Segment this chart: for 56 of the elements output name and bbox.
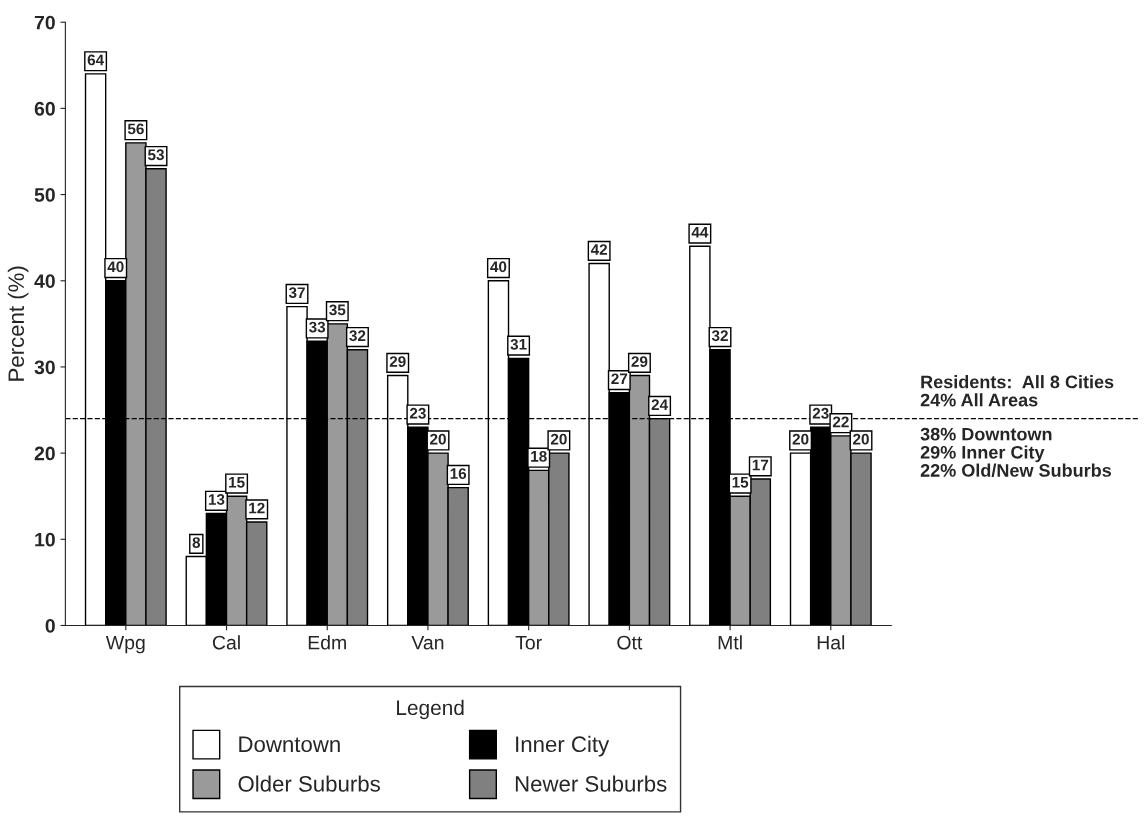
data-label: 15	[229, 476, 245, 488]
data-label: 32	[349, 330, 366, 342]
y-tick-label: 40	[34, 274, 55, 288]
data-label: 44	[691, 227, 709, 238]
data-label: 40	[107, 261, 124, 273]
y-tick-label: 0	[45, 618, 55, 633]
data-label: 8	[192, 537, 201, 548]
data-label: 13	[208, 494, 225, 505]
x-tick-label: Tor	[515, 635, 542, 650]
data-label: 24	[651, 399, 668, 410]
data-label: 22	[832, 416, 849, 428]
text: 38% Downtown 29% Inner City 22% Old/New Suburbs	[920, 427, 1112, 477]
y-tick-label: 30	[34, 360, 55, 375]
y-tick-label: 10	[35, 532, 55, 547]
x-tick-label: Van	[411, 635, 444, 650]
y-tick-label: 70	[34, 15, 55, 30]
data-label: 27	[611, 373, 628, 385]
x-tick-label: Cal	[212, 635, 240, 650]
data-label: 12	[249, 502, 265, 514]
data-label: 16	[450, 468, 467, 480]
y-axis-title: Percent (%)	[7, 266, 29, 381]
data-label: 18	[531, 450, 547, 462]
legend-label: Newer Suburbs	[515, 775, 667, 792]
x-tick-label: Hal	[817, 635, 845, 650]
data-label: 31	[510, 338, 527, 350]
data-label: 23	[812, 407, 829, 419]
data-label: 29	[389, 356, 406, 367]
data-label: 35	[329, 304, 346, 316]
data-label: 20	[853, 433, 869, 445]
data-label: 20	[430, 433, 446, 445]
data-label: 15	[732, 476, 749, 488]
data-label: 56	[127, 123, 144, 135]
data-label: 33	[309, 321, 326, 333]
data-label: 40	[490, 261, 507, 273]
x-tick-label: Wpg	[105, 635, 145, 654]
legend-label: Downtown	[239, 736, 340, 753]
data-label: 20	[550, 433, 567, 445]
text: Residents: All 8 Cities 24% All Areas	[920, 375, 1114, 407]
x-tick-label: Ott	[617, 635, 643, 650]
data-label: 17	[752, 459, 769, 471]
data-label: 20	[792, 433, 809, 445]
legend-label: Older Suburbs	[238, 775, 380, 792]
data-label: 29	[631, 356, 648, 367]
x-tick-label: Edm	[308, 635, 346, 650]
data-label: 64	[87, 54, 105, 66]
y-tick-label: 60	[34, 101, 55, 116]
legend-label: Inner City	[516, 735, 610, 757]
data-label: 37	[288, 287, 305, 299]
legend-title: Legend	[397, 699, 464, 720]
y-tick-label: 20	[34, 446, 55, 461]
data-label: 32	[711, 330, 728, 342]
y-tick-label: 50	[34, 188, 55, 202]
data-label: 53	[147, 149, 164, 161]
data-label: 23	[409, 407, 426, 419]
data-label: 42	[590, 244, 608, 255]
x-tick-label: Mtl	[718, 635, 742, 650]
